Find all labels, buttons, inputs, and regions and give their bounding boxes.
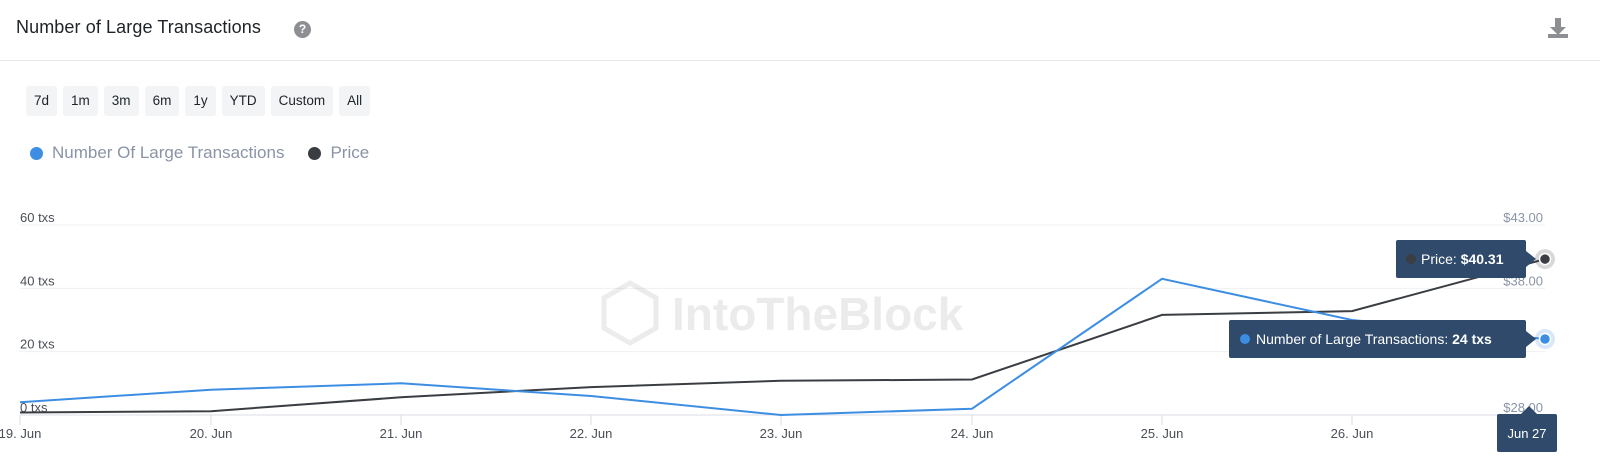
range-6m-button[interactable]: 6m (144, 86, 180, 116)
page-title: Number of Large Transactions (16, 17, 261, 37)
watermark-logo-icon (601, 280, 659, 346)
transactions-tooltip (1229, 320, 1526, 358)
range-ytd-button[interactable]: YTD (221, 86, 265, 116)
price-tooltip-label: Price: (1421, 251, 1461, 267)
range-7d-button[interactable]: 7d (26, 86, 58, 116)
x-tick-label: 25. Jun (1141, 426, 1184, 441)
legend-dot-price (308, 146, 322, 160)
transactions-tooltip-arrow (1526, 331, 1536, 347)
legend-label-price: Price (330, 143, 370, 162)
transactions-tooltip-dot (1240, 334, 1250, 344)
range-1m-button[interactable]: 1m (63, 86, 98, 116)
date-flag-label: Jun 27 (1507, 426, 1546, 441)
price-tooltip-arrow (1526, 251, 1536, 267)
price-point[interactable] (1538, 252, 1552, 266)
range-selector: 7d 1m 3m 6m 1y YTD Custom All (26, 86, 371, 116)
price-series-line (19, 258, 1546, 414)
y-tick-label-left: 60 txs (20, 210, 55, 225)
y-tick-label-left: 0 txs (20, 400, 48, 415)
range-custom-button[interactable]: Custom (270, 86, 334, 116)
x-tick-label: 22. Jun (570, 426, 613, 441)
chart-header: Number of Large Transactions ? (0, 0, 1600, 61)
range-all-button[interactable]: All (339, 86, 371, 116)
price-tooltip-dot (1406, 254, 1416, 264)
legend-label-transactions: Number Of Large Transactions (52, 143, 285, 162)
range-3m-button[interactable]: 3m (103, 86, 139, 116)
price-tooltip-value: $40.31 (1461, 251, 1504, 267)
date-flag (1497, 414, 1557, 452)
price-tooltip-text: Price: $40.31 (1421, 251, 1504, 267)
x-tick-label: 19. Jun (0, 426, 41, 441)
transactions-tooltip-value: 24 txs (1452, 331, 1492, 347)
watermark: IntoTheBlock (601, 280, 964, 346)
transactions-tooltip-text: Number of Large Transactions: 24 txs (1256, 331, 1492, 347)
y-tick-label-right: $43.00 (1503, 210, 1543, 225)
transactions-series-line (19, 277, 1546, 417)
date-flag-arrow (1521, 406, 1537, 414)
x-tick-label: 21. Jun (380, 426, 423, 441)
x-tick-label: 26. Jun (1331, 426, 1374, 441)
price-tooltip (1396, 240, 1526, 278)
chart-legend: Number Of Large Transactions Price (30, 143, 393, 163)
y-tick-label-left: 40 txs (20, 273, 55, 288)
x-tick-label: 20. Jun (190, 426, 233, 441)
transactions-point[interactable] (1538, 332, 1552, 346)
legend-item-price[interactable]: Price (308, 143, 369, 163)
x-tick-label: 23. Jun (760, 426, 803, 441)
transactions-tooltip-label: Number of Large Transactions: (1256, 331, 1452, 347)
legend-dot-transactions (30, 146, 43, 160)
help-icon[interactable]: ? (294, 21, 311, 38)
range-1y-button[interactable]: 1y (185, 86, 216, 116)
y-tick-label-left: 20 txs (20, 337, 55, 352)
download-icon[interactable] (1546, 16, 1570, 40)
x-tick-label: 24. Jun (951, 426, 994, 441)
watermark-text: IntoTheBlock (672, 288, 964, 340)
legend-item-transactions[interactable]: Number Of Large Transactions (30, 143, 284, 163)
